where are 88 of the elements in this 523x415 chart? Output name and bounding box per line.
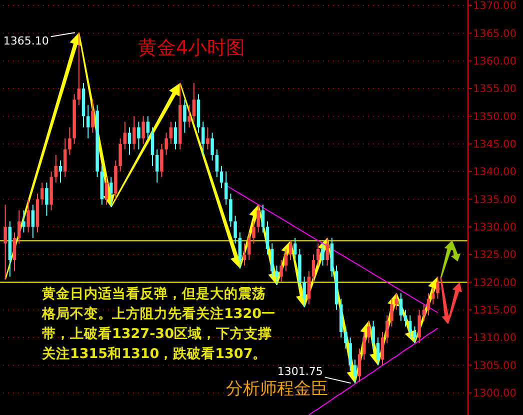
candlestick bbox=[261, 204, 265, 233]
annotation: 分析师程金臣 bbox=[226, 379, 328, 399]
candlestick bbox=[128, 126, 132, 156]
candlestick bbox=[302, 276, 306, 308]
y-tick-label: 1360.00 bbox=[473, 56, 516, 68]
candlestick bbox=[146, 116, 150, 139]
candlestick bbox=[220, 166, 224, 189]
candlestick bbox=[426, 292, 430, 316]
candlestick bbox=[234, 215, 237, 244]
candlestick bbox=[142, 116, 145, 144]
candlestick bbox=[408, 314, 412, 338]
candlestick bbox=[132, 116, 136, 150]
candlestick bbox=[307, 270, 311, 305]
candlestick bbox=[104, 176, 108, 206]
candlestick bbox=[160, 143, 164, 178]
candlestick bbox=[188, 104, 191, 128]
candlestick bbox=[362, 332, 366, 360]
annotation: 1301.75 bbox=[277, 365, 323, 378]
candlestick bbox=[183, 99, 186, 134]
candlestick bbox=[436, 276, 440, 300]
candlestick bbox=[418, 309, 421, 344]
candlestick bbox=[252, 220, 256, 244]
candlestick bbox=[280, 260, 283, 283]
candlestick bbox=[288, 240, 292, 261]
y-tick-label: 1335.00 bbox=[473, 194, 516, 206]
candlestick bbox=[390, 298, 394, 327]
annotation: 1365.10 bbox=[3, 34, 49, 48]
candlestick bbox=[344, 326, 348, 350]
y-tick-label: 1320.00 bbox=[473, 276, 516, 289]
candlestick bbox=[210, 132, 214, 161]
candlestick bbox=[247, 232, 251, 261]
candlestick bbox=[224, 171, 228, 206]
y-tick-label: 1325.00 bbox=[473, 249, 516, 262]
y-tick-label: 1340.00 bbox=[473, 166, 516, 178]
candlestick bbox=[399, 292, 403, 322]
candlestick bbox=[242, 242, 246, 266]
candlestick bbox=[413, 326, 416, 344]
candlestick bbox=[201, 121, 205, 156]
candlestick bbox=[123, 121, 127, 150]
y-tick-label: 1330.00 bbox=[473, 222, 516, 234]
candlestick bbox=[385, 314, 389, 344]
text: 黄金4小时图 bbox=[138, 37, 246, 59]
candlestick bbox=[174, 121, 178, 150]
candlestick bbox=[206, 126, 210, 150]
candlestick bbox=[91, 99, 94, 134]
candlestick bbox=[380, 332, 384, 366]
candlestick bbox=[372, 320, 375, 350]
candlestick bbox=[321, 242, 324, 266]
y-tick-label: 1350.00 bbox=[473, 110, 516, 123]
y-tick-label: 1310.00 bbox=[473, 332, 516, 344]
y-tick-label: 1300.00 bbox=[473, 388, 516, 400]
candlestick bbox=[293, 237, 297, 261]
candlestick bbox=[394, 292, 398, 310]
candlestick bbox=[422, 304, 426, 322]
y-tick-label: 1355.00 bbox=[473, 83, 516, 96]
candlestick bbox=[215, 148, 219, 178]
candlestick bbox=[86, 104, 90, 139]
candlestick bbox=[275, 265, 278, 286]
candlestick bbox=[353, 359, 357, 384]
y-tick-label: 1365.00 bbox=[473, 28, 516, 40]
candlestick bbox=[164, 132, 168, 156]
candlestick bbox=[192, 82, 196, 122]
y-tick-label: 1315.00 bbox=[473, 304, 516, 317]
candlestick bbox=[358, 348, 362, 382]
candlestick bbox=[238, 232, 242, 269]
candlestick bbox=[284, 248, 288, 272]
candlestick bbox=[404, 309, 408, 327]
candlestick bbox=[431, 287, 435, 305]
candlestick bbox=[137, 121, 140, 150]
candlestick bbox=[348, 337, 352, 372]
candlestick bbox=[150, 126, 154, 166]
candlestick bbox=[376, 337, 380, 366]
candlestick bbox=[118, 138, 122, 172]
annotation: 黄金日内适当看反弹，但是大的震荡格局不变。上方阻力先看关注1320一带，上破看1327-30区域，下方支撑关注1315和1310，跌破看1307。 bbox=[41, 285, 276, 362]
candlestick bbox=[229, 193, 232, 228]
candlestick bbox=[266, 220, 270, 256]
candlestick bbox=[256, 204, 260, 233]
candlestick bbox=[316, 242, 320, 266]
candlestick bbox=[326, 237, 329, 266]
candlestick bbox=[169, 121, 173, 144]
y-tick-label: 1370.00 bbox=[473, 0, 516, 12]
y-tick-label: 1305.00 bbox=[473, 360, 516, 372]
candlestick bbox=[312, 254, 316, 283]
candlestick bbox=[270, 242, 274, 278]
candlestick bbox=[155, 148, 159, 184]
candlestick bbox=[367, 320, 370, 344]
y-tick-label: 1345.00 bbox=[473, 138, 516, 151]
candlestick bbox=[109, 176, 113, 208]
